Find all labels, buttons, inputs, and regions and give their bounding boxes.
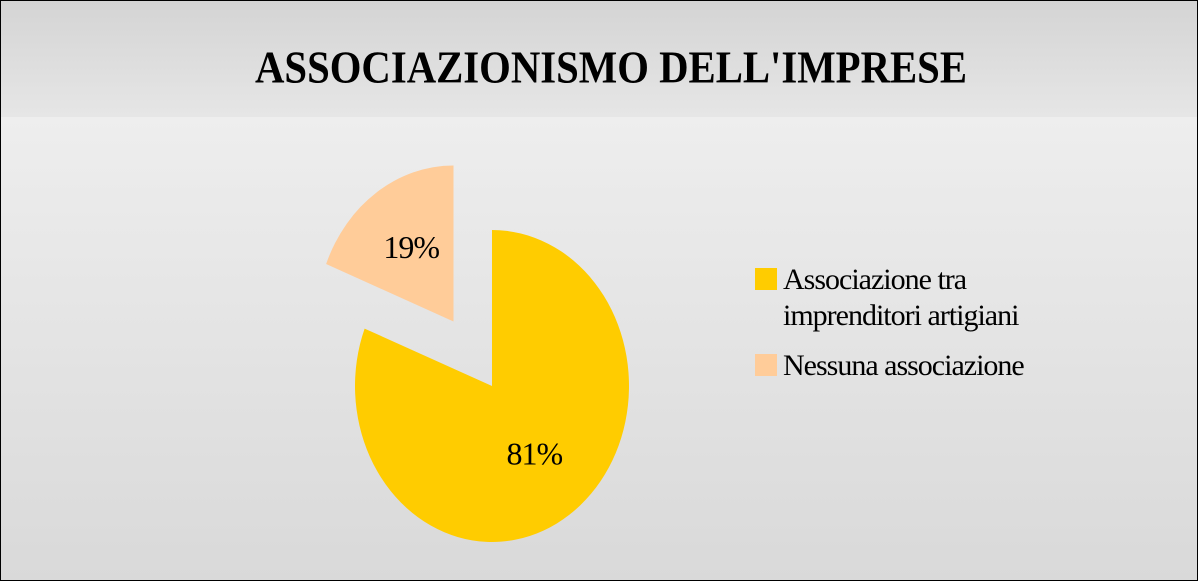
legend-label: Nessuna associazione [783, 349, 1025, 382]
pie: 81% 19% [326, 165, 629, 542]
legend: Associazione tra imprenditori artigiani N… [755, 262, 1095, 398]
data-label: 81% [507, 435, 563, 471]
legend-item: Nessuna associazione [755, 348, 1095, 384]
legend-label: Associazione tra imprenditori artigiani [783, 263, 1019, 332]
title-band [1, 1, 1197, 117]
pie-slice [355, 230, 629, 542]
pie-slice [326, 165, 454, 322]
legend-swatch [755, 268, 777, 290]
chart-title: ASSOCIAZIONISMO DELL'IMPRESE [255, 42, 967, 93]
legend-swatch [755, 354, 777, 376]
data-label: 19% [383, 229, 439, 265]
legend-item: Associazione tra imprenditori artigiani [755, 262, 1095, 334]
